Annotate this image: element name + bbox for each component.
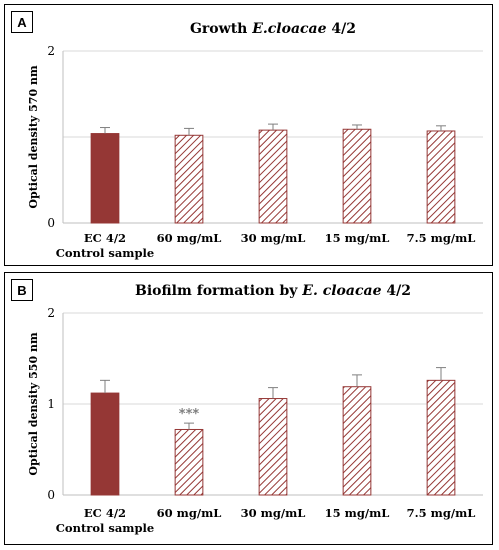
bar	[342, 386, 372, 496]
category-label: EC 4/2	[84, 506, 126, 520]
bar	[258, 398, 288, 496]
chart-b: Biofilm formation by E. cloacae 4/2 0 1 2 Op…	[27, 283, 483, 535]
category-label: 60 mg/mL	[157, 231, 222, 245]
bar	[90, 392, 120, 496]
y-tick-label: 0	[47, 488, 55, 502]
bar	[342, 128, 372, 224]
panel-label-b: B	[11, 279, 33, 301]
significance-label: ***	[179, 407, 200, 422]
category-label: 7.5 mg/mL	[407, 506, 476, 520]
category-label: 60 mg/mL	[157, 506, 222, 520]
chart-a: Growth E.cloacae 4/2 0 2 Optical density 57…	[27, 21, 483, 260]
category-label: EC 4/2	[84, 231, 126, 245]
panel-a: A Growth E.cloacae 4/2 0 2 Optical density …	[4, 4, 493, 266]
category-sublabel: Control sample	[56, 521, 154, 535]
chart-title: Biofilm formation by E. cloacae 4/2	[135, 283, 411, 299]
bar	[258, 129, 288, 224]
panel-label-a: A	[11, 11, 33, 33]
y-tick-label: 1	[47, 397, 55, 411]
bar	[174, 428, 204, 496]
bar	[426, 379, 456, 496]
category-label: 30 mg/mL	[241, 231, 306, 245]
y-axis-label: Optical density 570 nm	[27, 65, 40, 209]
category-label: 15 mg/mL	[325, 231, 390, 245]
category-sublabel: Control sample	[56, 246, 154, 260]
panel-b: B Biofilm formation by E. cloacae 4/2 0 1 2…	[4, 272, 493, 545]
bar	[90, 133, 120, 224]
y-tick-label: 2	[47, 306, 55, 320]
y-tick-label: 2	[47, 44, 55, 58]
bar	[174, 134, 204, 224]
category-label: 15 mg/mL	[325, 506, 390, 520]
category-label: 7.5 mg/mL	[407, 231, 476, 245]
y-tick-label: 0	[47, 216, 55, 230]
category-label: 30 mg/mL	[241, 506, 306, 520]
chart-title: Growth E.cloacae 4/2	[190, 21, 356, 37]
bar	[426, 130, 456, 224]
y-axis-label: Optical density 550 nm	[27, 332, 40, 476]
